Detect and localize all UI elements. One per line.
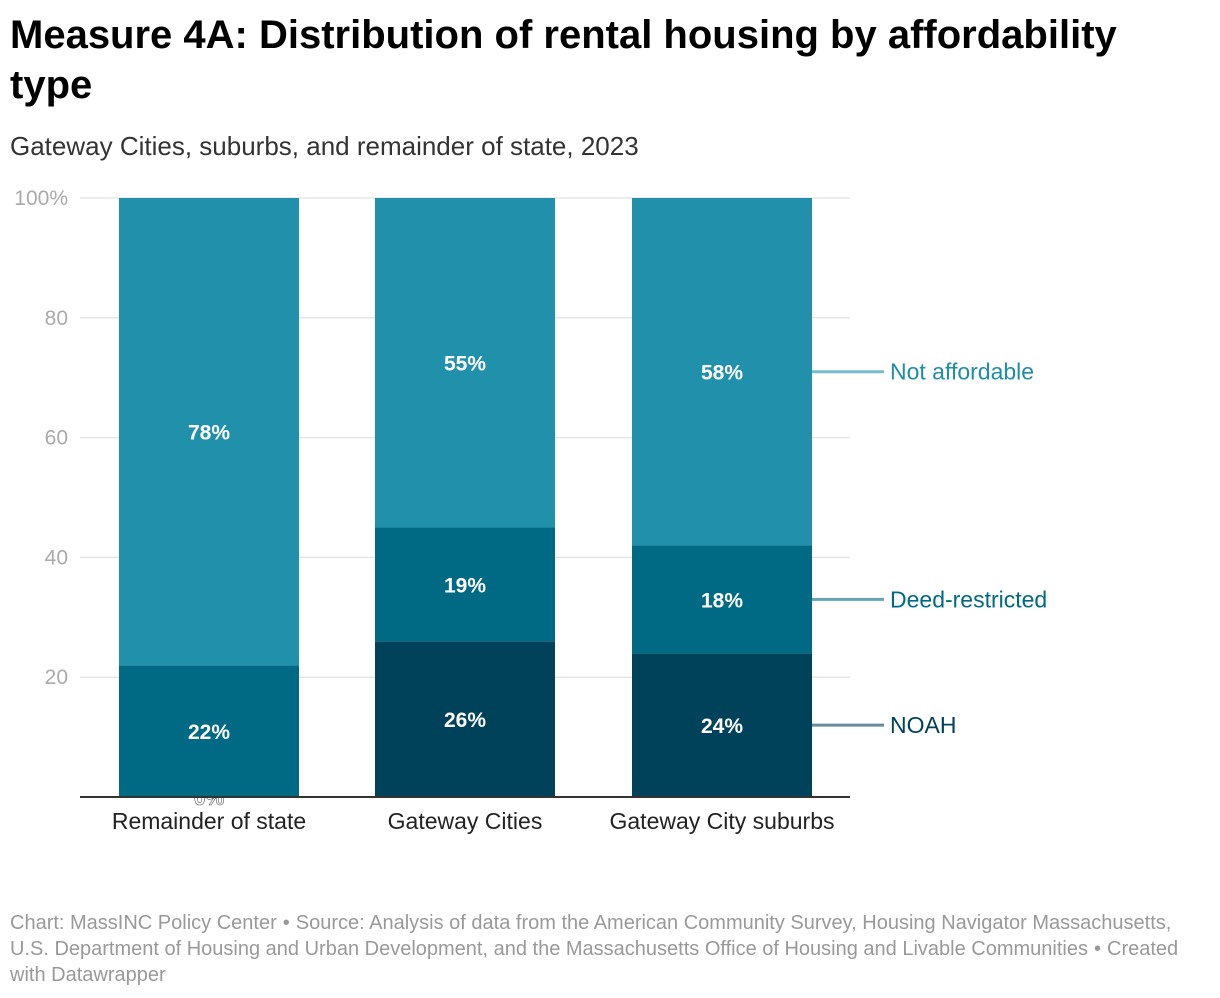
x-category-label: Gateway City suburbs [610, 808, 835, 834]
source-note: Source: Analysis of data from the Americ… [10, 912, 1172, 960]
data-label-deed-restricted: 18% [701, 589, 743, 612]
chart-credit: Chart: MassINC Policy Center [10, 912, 277, 934]
legend-label-deed-restricted: Deed-restricted [890, 586, 1047, 612]
y-tick-label: 80 [45, 307, 68, 330]
bar-segment-not-affordable [632, 198, 812, 546]
x-category-label: Gateway Cities [388, 808, 543, 834]
x-category-label: Remainder of state [112, 808, 306, 834]
chart-title: Measure 4A: Distribution of rental housi… [10, 13, 1117, 107]
footer-separator: • [1093, 938, 1101, 960]
data-label-deed-restricted: 22% [188, 721, 230, 744]
legend-label-noah: NOAH [890, 712, 956, 738]
chart-footer: Chart: MassINC Policy Center • Source: Ana… [10, 910, 1200, 988]
bar-segment-not-affordable [375, 198, 555, 528]
bar-segment-deed-restricted [119, 665, 299, 797]
data-label-deed-restricted: 19% [444, 574, 486, 597]
data-label-not-affordable: 78% [188, 422, 230, 445]
legend-label-not-affordable: Not affordable [890, 359, 1034, 385]
footer-separator: • [282, 912, 290, 934]
x-category-label-line: Gateway City suburbs [610, 808, 835, 834]
bar-segment-noah [632, 653, 812, 797]
y-tick-label: 20 [45, 666, 68, 689]
data-label-noah: 24% [701, 715, 743, 738]
bar-segment-noah [375, 641, 555, 797]
bar-segment-deed-restricted [375, 527, 555, 642]
tool-credit: Created with Datawrapper [10, 938, 1179, 986]
data-label-not-affordable: 58% [701, 362, 743, 385]
y-tick-label: 60 [45, 427, 68, 450]
bar-segment-deed-restricted [632, 545, 812, 654]
data-label-not-affordable: 55% [444, 353, 486, 376]
chart-subtitle: Gateway Cities, suburbs, and remainder o… [10, 131, 639, 161]
x-category-label-line: Remainder of state [112, 808, 306, 834]
x-category-label-line: Gateway Cities [388, 808, 543, 834]
data-label-noah: 26% [444, 709, 486, 732]
bar-segment-not-affordable [119, 198, 299, 666]
y-tick-label: 40 [45, 546, 68, 569]
y-tick-label: 100% [14, 187, 68, 210]
